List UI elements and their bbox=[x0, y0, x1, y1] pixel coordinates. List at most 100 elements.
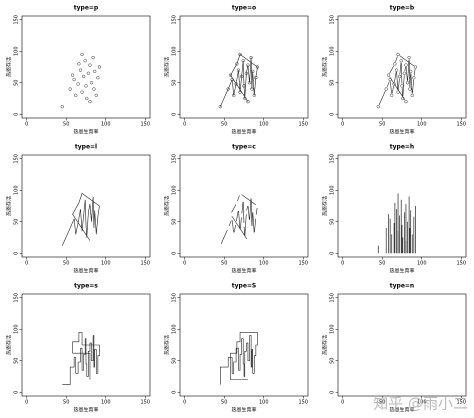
panel-title: type=o bbox=[232, 5, 256, 12]
y-tick-label: 0 bbox=[172, 391, 178, 394]
x-axis-label: 热恩生育率 bbox=[73, 407, 98, 414]
point bbox=[250, 87, 254, 91]
y-tick-label: 50 bbox=[330, 219, 336, 225]
point bbox=[72, 77, 76, 82]
x-tick-label: 150 bbox=[456, 261, 466, 267]
plot-box bbox=[179, 15, 309, 119]
line bbox=[220, 53, 258, 107]
x-tick-label: 50 bbox=[221, 261, 227, 267]
point bbox=[396, 52, 400, 57]
panel: type=o 0 50 100 150 0 50 100 150 热恩生育率 热恩存活 bbox=[164, 5, 309, 136]
panel-title: type=s bbox=[74, 283, 98, 290]
point bbox=[399, 59, 403, 63]
point bbox=[80, 52, 84, 57]
point bbox=[77, 62, 81, 66]
x-tick-label: 100 bbox=[259, 400, 269, 406]
point bbox=[410, 93, 414, 97]
point bbox=[97, 65, 102, 69]
y-axis-label: 热恩存活 bbox=[6, 196, 13, 216]
point bbox=[243, 96, 247, 101]
point bbox=[413, 65, 418, 69]
y-tick-label: 100 bbox=[172, 324, 178, 334]
x-tick-label: 0 bbox=[341, 122, 344, 128]
point bbox=[376, 105, 380, 109]
point bbox=[388, 77, 392, 82]
y-tick-label: 50 bbox=[172, 219, 178, 225]
plot-box bbox=[179, 293, 309, 397]
plot-box bbox=[179, 154, 309, 258]
panel: type=S 0 50 100 150 0 50 100 150 热恩生育率 热恩存活 bbox=[164, 283, 309, 414]
y-tick-label: 100 bbox=[14, 185, 20, 195]
x-tick-label: 0 bbox=[183, 261, 186, 267]
point bbox=[408, 87, 412, 91]
y-tick-label: 50 bbox=[14, 80, 20, 86]
point bbox=[251, 69, 255, 74]
x-tick-label: 50 bbox=[379, 400, 385, 406]
x-tick-label: 100 bbox=[101, 261, 111, 267]
point bbox=[93, 69, 97, 74]
point bbox=[409, 69, 413, 74]
point bbox=[252, 93, 256, 97]
x-tick-label: 150 bbox=[140, 261, 150, 267]
y-tick-label: 150 bbox=[14, 293, 20, 303]
x-tick-label: 0 bbox=[183, 122, 186, 128]
y-tick-label: 150 bbox=[14, 154, 20, 164]
point bbox=[241, 59, 245, 63]
x-axis-label: 热恩生育率 bbox=[231, 407, 256, 414]
point bbox=[236, 68, 241, 72]
x-tick-label: 150 bbox=[298, 122, 308, 128]
y-tick-label: 100 bbox=[172, 46, 178, 56]
point bbox=[412, 76, 416, 80]
point bbox=[246, 99, 250, 104]
y-tick-label: 150 bbox=[330, 15, 336, 25]
plot-box bbox=[21, 154, 151, 258]
y-tick-label: 50 bbox=[330, 80, 336, 86]
point bbox=[78, 68, 83, 72]
point bbox=[94, 93, 98, 97]
y-axis-label: 热恩存活 bbox=[164, 196, 171, 216]
point bbox=[83, 59, 87, 63]
point bbox=[244, 71, 249, 75]
x-axis-label: 热恩生育率 bbox=[389, 129, 414, 136]
panel-title: type=l bbox=[75, 144, 97, 151]
y-tick-label: 150 bbox=[172, 154, 178, 164]
panel: type=n 0 50 100 150 0 50 100 150 热恩生育率 热恩存活 bbox=[322, 283, 467, 414]
panel-title: type=b bbox=[390, 5, 415, 12]
y-axis-label: 热恩存活 bbox=[322, 335, 329, 355]
x-tick-label: 150 bbox=[298, 400, 308, 406]
y-tick-label: 150 bbox=[14, 15, 20, 25]
x-axis-label: 热恩生育率 bbox=[389, 407, 414, 414]
point bbox=[401, 96, 405, 101]
point bbox=[228, 73, 233, 77]
x-axis-label: 热恩生育率 bbox=[73, 129, 98, 136]
point bbox=[85, 96, 89, 101]
panel-title: type=c bbox=[232, 144, 256, 151]
x-tick-label: 100 bbox=[417, 122, 427, 128]
point bbox=[86, 71, 91, 75]
point bbox=[235, 62, 239, 66]
x-tick-label: 50 bbox=[63, 400, 69, 406]
point bbox=[390, 93, 394, 97]
point bbox=[386, 73, 391, 77]
step-line bbox=[62, 332, 100, 385]
point bbox=[76, 82, 80, 86]
point bbox=[89, 81, 94, 85]
x-tick-label: 0 bbox=[25, 261, 28, 267]
y-tick-label: 50 bbox=[330, 358, 336, 364]
x-tick-label: 150 bbox=[456, 122, 466, 128]
plot-box bbox=[21, 15, 151, 119]
x-tick-label: 100 bbox=[101, 122, 111, 128]
point bbox=[80, 90, 84, 94]
panel: type=c 0 50 100 150 0 50 100 150 热恩生育率 热恩存活 bbox=[164, 144, 309, 275]
panel: type=b 0 50 100 150 0 50 100 150 热恩生育率 热恩存活 bbox=[322, 5, 467, 136]
y-tick-label: 100 bbox=[330, 46, 336, 56]
panel: type=p 0 50 100 150 0 50 100 150 热恩生育率 热恩存活 bbox=[6, 5, 151, 136]
panel: type=s 0 50 100 150 0 50 100 150 热恩生育率 热恩存活 bbox=[6, 283, 151, 414]
point bbox=[242, 84, 246, 88]
point bbox=[60, 105, 64, 109]
x-axis-label: 热恩生育率 bbox=[73, 268, 98, 275]
point bbox=[255, 65, 260, 69]
x-tick-label: 50 bbox=[379, 261, 385, 267]
y-tick-label: 100 bbox=[330, 324, 336, 334]
y-tick-label: 150 bbox=[330, 154, 336, 164]
